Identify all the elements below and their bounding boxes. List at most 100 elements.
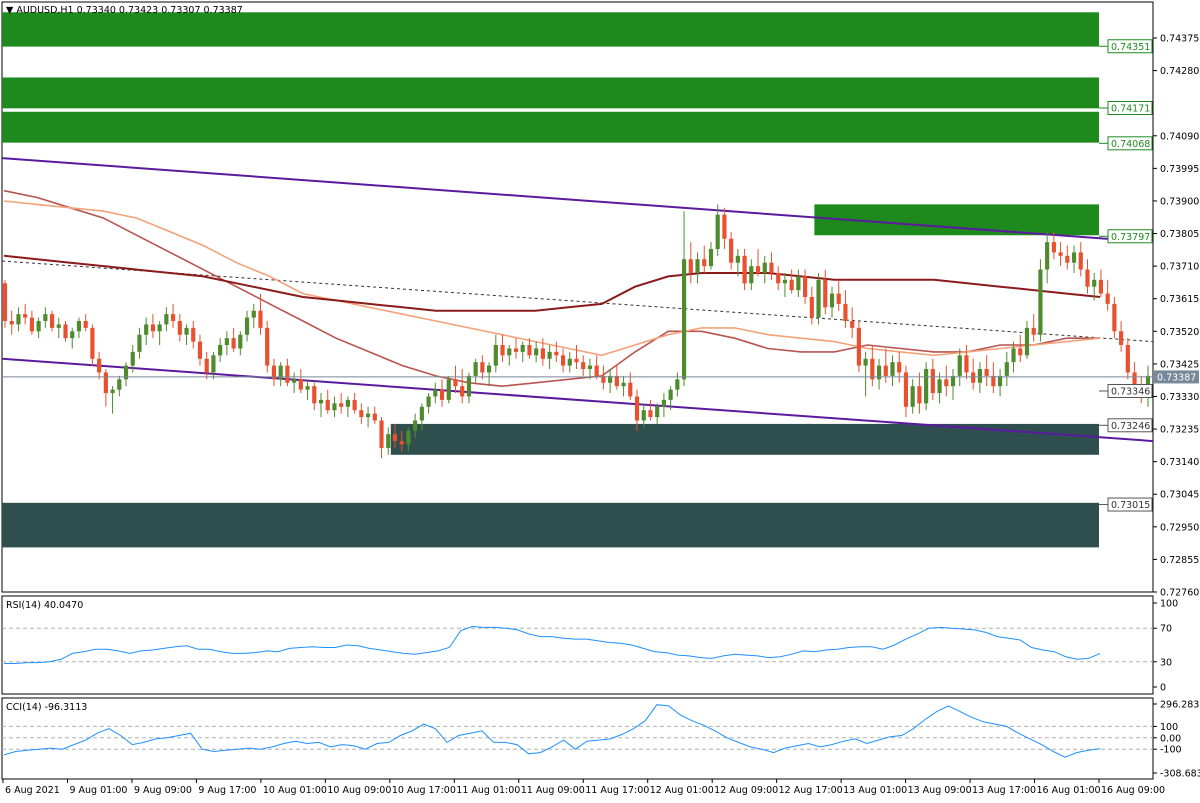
candle-body [29, 317, 34, 332]
candle-body [971, 372, 976, 383]
candle-body [957, 355, 962, 376]
candle-body [164, 314, 169, 325]
candle-body [1045, 242, 1050, 270]
x-tick-label: 16 Aug 09:00 [1101, 785, 1165, 796]
candle-body [574, 358, 579, 363]
candle-body [204, 358, 209, 373]
candle-body [856, 327, 861, 366]
cci-tick-label: 0.00 [1160, 733, 1181, 744]
y-tick-label: 0.73995 [1160, 164, 1199, 175]
candle-body [540, 348, 545, 359]
rsi-plot-group [2, 625, 1153, 664]
rsi-tick-label: 70 [1160, 624, 1172, 635]
candle-body [964, 355, 969, 373]
x-tick-label: 10 Aug 17:00 [392, 785, 456, 796]
candle-body [681, 259, 687, 380]
candle-body [439, 389, 445, 400]
zone-label-box [1107, 229, 1153, 244]
zone-label-4: 0.73346 [1111, 386, 1150, 397]
candle-body [1018, 348, 1023, 356]
candle-body [930, 369, 935, 394]
zone-label-3: 0.73797 [1111, 232, 1150, 243]
candle-body [211, 355, 216, 373]
candle-body [339, 403, 344, 407]
y-tick-label: 0.74090 [1160, 131, 1199, 142]
candle-body [460, 386, 465, 397]
zone-label-box [1107, 39, 1153, 54]
candle-body [63, 324, 68, 339]
candle-body [1125, 345, 1130, 373]
y-tick-label: 0.73235 [1160, 425, 1199, 436]
candle-body [285, 365, 290, 383]
zone-label-0: 0.74351 [1111, 42, 1150, 53]
candle-body [776, 272, 781, 284]
candle-body [823, 279, 828, 308]
candle-body [298, 379, 303, 390]
zone-resistance-3 [814, 204, 1099, 236]
candle-body [318, 399, 324, 404]
candle-body [1098, 279, 1104, 294]
candle-body [305, 386, 310, 390]
rsi-tick-label: 0 [1160, 683, 1166, 694]
candle-body [601, 375, 606, 383]
zone-resistance-2 [2, 111, 1099, 143]
candle-body [796, 276, 801, 291]
candle-body [406, 430, 411, 445]
rsi-tick-label: 30 [1160, 657, 1172, 668]
candle-body [487, 365, 492, 373]
candle-body [755, 266, 761, 273]
main-plot-group [2, 12, 1153, 548]
moving-average-ma_slow [3, 254, 1101, 312]
symbol-header: ▼ AUDUSD,H1 0.73340 0.73423 0.73307 0.73… [6, 5, 243, 16]
candle-body [715, 214, 720, 249]
candle-body [312, 386, 317, 404]
x-tick-label: 6 Aug 2021 [5, 785, 60, 796]
candle-body [997, 375, 1003, 387]
zone-label-box [1107, 418, 1153, 433]
candle-body [513, 348, 519, 352]
candle-body [1065, 255, 1070, 263]
candle-body [1085, 269, 1090, 287]
y-tick-label: 0.73045 [1160, 490, 1199, 501]
candle-body [742, 255, 747, 284]
candle-body [688, 259, 693, 273]
rsi-line [4, 625, 1101, 664]
rsi-title: RSI(14) 40.0470 [6, 600, 83, 611]
candle-body [803, 276, 808, 297]
candle-body [446, 379, 451, 400]
candle-body [937, 379, 942, 394]
candle-body [991, 375, 996, 387]
candle-body [500, 345, 505, 356]
candle-body [581, 362, 586, 370]
candle-body [890, 362, 895, 376]
candle-body [587, 365, 593, 370]
candle-body [984, 369, 989, 376]
candle-body [83, 321, 88, 328]
cci-title: CCI(14) -96.3113 [6, 702, 87, 713]
x-tick-label: 12 Aug 09:00 [714, 785, 778, 796]
candle-body [917, 386, 922, 404]
candle-body [76, 321, 82, 332]
candle-body [9, 321, 14, 325]
candle-body [520, 345, 525, 352]
x-tick-label: 9 Aug 09:00 [134, 785, 192, 796]
candle-body [218, 345, 223, 356]
zone-support-5 [390, 423, 1099, 455]
candle-body [883, 365, 888, 376]
candle-body [103, 372, 108, 394]
zone-label-6: 0.73015 [1111, 500, 1150, 511]
candle-body [708, 248, 714, 267]
zone-support-6 [2, 502, 1099, 548]
candle-body [560, 355, 566, 366]
zone-label-5: 0.73246 [1111, 421, 1150, 432]
candle-body [1031, 327, 1036, 335]
candle-body [238, 334, 243, 349]
candle-body [1078, 252, 1083, 270]
candle-body [702, 259, 707, 267]
candle-body [695, 259, 700, 273]
candle-body [231, 338, 236, 349]
candle-body [292, 379, 297, 383]
candle-body [224, 338, 229, 346]
moving-average-ma_fast [3, 189, 1100, 388]
